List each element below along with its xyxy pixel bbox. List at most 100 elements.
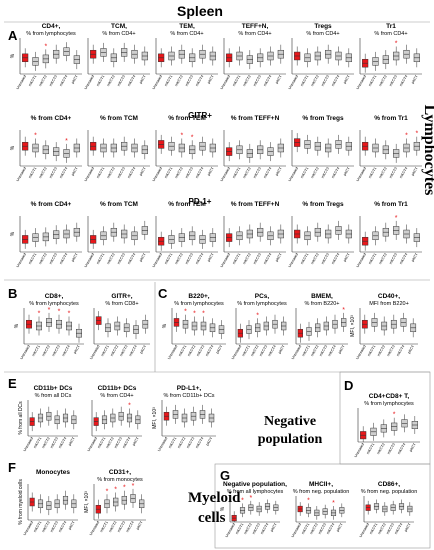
x-tick-label: pKCT [73,344,81,355]
chart-subtitle: % from CD4+ [170,31,203,37]
panel-letter-f: F [8,460,16,475]
chart-title: Negative population, [223,481,287,488]
x-tick-label: mKCT1 [368,167,378,180]
x-tick-label: Untreated [23,521,34,537]
chart-b2: GITR+,% from CD8+Untreated mKCT1 mKCT2 mKCT… [89,293,150,360]
x-tick-label: mKCT3 [385,523,395,536]
y-axis-label: % from all DCs [18,401,24,435]
chart-f2: CD31+,% from monocytes MFI, ×10³ Untreated… [84,469,146,536]
x-tick-label: pKCT [411,74,419,85]
x-tick-label: mKCT4 [326,523,336,536]
x-tick-label: mKCT1 [100,345,110,358]
x-tick-label: pKCT [343,74,351,85]
x-tick-label: Untreated [152,167,163,183]
chart-title: B220+, [188,293,209,300]
x-tick-label: Untreated [167,345,178,361]
chart-subtitle: % from CD4+ [238,31,271,37]
significance-marker: * [132,483,135,490]
chart-subtitle: % from all lymphocytes [227,489,284,495]
significance-marker: * [395,40,398,47]
x-tick-label: pKCT [71,74,79,85]
section-label-pd1: PD-1+ [189,197,212,206]
x-tick-label: mKCT1 [28,253,38,266]
x-tick-label: pKCT [409,442,417,453]
x-tick-label: mKCT2 [250,345,260,358]
x-tick-label: mKCT1 [368,253,378,266]
significance-marker: * [184,309,187,316]
chart-a1: CD4+,% from lymphocytes% Untreated mKCT1 * m… [10,23,82,90]
myeloid-label-line1: Myeloid [188,490,241,506]
chart-title: CD40+, [378,293,400,300]
x-tick-label: mKCT2 [38,253,48,266]
x-tick-label: mKCT3 [320,253,330,266]
chart-subtitle: % from CD11b+ DCs [163,393,214,399]
chart-a2: TCM,% from CD4+ Untreated mKCT1 mKCT2 mKCT3 m… [84,23,150,90]
x-tick-label: Untreated [16,75,27,91]
chart-a4: TEFF+N,% from CD4+Untreated mKCT1 mKCT2 mKC… [220,23,286,90]
x-tick-label: mKCT4 [263,167,273,180]
chart-c3: BMEM,% from B220+Untreated mKCT1 mKCT2 mKCT… [291,293,348,360]
chart-title: Tregs [314,23,332,30]
x-tick-label: mKCT2 [242,253,252,266]
x-tick-label: pKCT [277,344,285,355]
x-tick-label: Untreated [356,75,367,91]
x-tick-label: pKCT [336,522,344,533]
chart-e1: CD11b+ DCs% from all DCs% from all DCsUn… [18,385,78,452]
x-tick-label: mKCT1 [96,253,106,266]
chart-subtitle: % from lymphocytes [26,31,76,37]
x-tick-label: mKCT4 [260,523,270,536]
x-tick-label: pKCT [139,344,147,355]
x-tick-label: pKCT [343,252,351,263]
x-tick-label: mKCT3 [48,167,58,180]
x-tick-label: mKCT3 [252,167,262,180]
x-tick-label: mKCT3 [319,345,329,358]
x-tick-label: mKCT2 [177,437,187,450]
significance-marker: * [256,312,259,319]
x-tick-label: Untreated [291,345,302,361]
x-tick-label: pKCT [71,166,79,177]
x-tick-label: pKCT [275,166,283,177]
x-tick-label: mKCT1 [96,75,106,88]
chart-title: Monocytes [36,469,70,476]
x-tick-label: pKCT [207,252,215,263]
x-tick-label: mKCT1 [28,75,38,88]
chart-subtitle: % from neg. population [361,489,418,495]
x-tick-label: mKCT3 [317,523,327,536]
x-tick-label: Untreated [291,523,302,539]
significance-marker: * [193,310,196,317]
x-tick-label: mKCT4 [128,345,138,358]
x-tick-label: mKCT1 [301,345,311,358]
x-tick-label: mKCT1 [232,75,242,88]
x-tick-label: pKCT [135,520,143,531]
chart-a3: TEM,% from CD4+ Untreated mKCT1 mKCT2 mKCT3 m… [152,23,218,90]
chart-title: CD11b+ DCs [34,385,73,392]
x-tick-label: mKCT2 [310,167,320,180]
x-tick-label: mKCT2 [106,253,116,266]
x-tick-label: mKCT1 [164,167,174,180]
x-tick-label: mKCT2 [174,253,184,266]
x-tick-label: mKCT2 [378,167,388,180]
x-tick-label: mKCT2 [378,253,388,266]
x-tick-label: mKCT2 [110,345,120,358]
x-tick-label: mKCT1 [164,253,174,266]
significance-marker: * [191,134,194,141]
significance-marker: * [395,215,398,222]
x-tick-label: Untreated [23,437,34,453]
chart-a7: % from CD4+% Untreated * mKCT1 mKCT2 mKCT3 * mK… [10,115,82,182]
panel-letter-c: C [158,286,168,301]
chart-subtitle: % from monocytes [97,477,143,483]
significance-marker: * [249,495,252,502]
x-tick-label: mKCT1 [367,345,377,358]
x-tick-label: mKCT1 [368,75,378,88]
x-tick-label: mKCT1 [369,523,379,536]
x-tick-label: mKCT3 [184,167,194,180]
significance-marker: * [128,402,131,409]
x-tick-label: mKCT4 [195,167,205,180]
x-tick-label: mKCT4 [195,75,205,88]
x-tick-label: mKCT3 [116,167,126,180]
chart-a17: % from Tregs Untreated mKCT1 mKCT2 mKCT3 mKCT… [288,201,354,268]
chart-title: % from TEFF+N [231,115,280,122]
chart-title: % from Tr1 [374,115,408,122]
x-tick-label: mKCT3 [196,345,206,358]
